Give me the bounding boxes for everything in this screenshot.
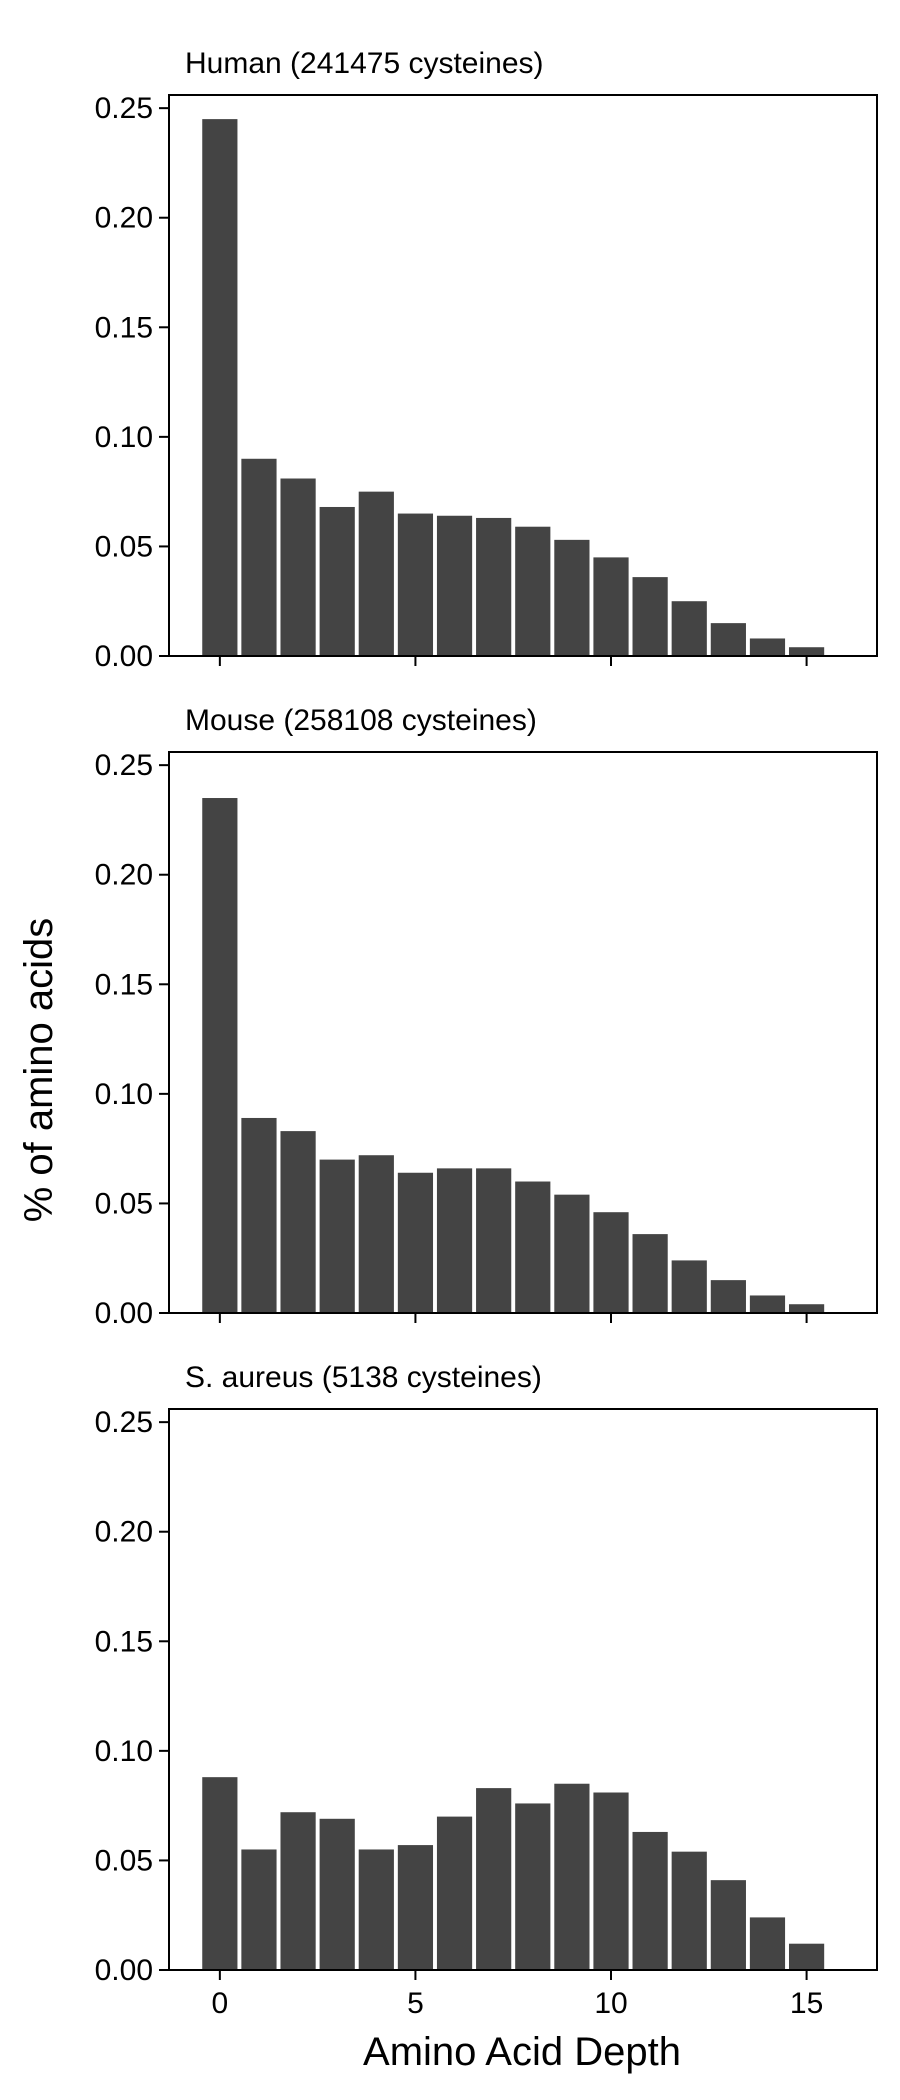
- bar: [632, 1234, 668, 1313]
- plot-frame: [168, 94, 878, 657]
- y-tick-label: 0.10: [95, 1735, 153, 1768]
- bar: [358, 1155, 394, 1313]
- bar: [436, 1816, 473, 1970]
- bar: [397, 1172, 434, 1313]
- y-axis-label: % of amino acids: [17, 918, 61, 1223]
- bar: [749, 1295, 786, 1313]
- plot-frame: [168, 751, 878, 1314]
- bar: [280, 1131, 316, 1313]
- bar: [202, 1777, 238, 1970]
- plot-frame: [168, 1408, 878, 1971]
- bar: [632, 577, 668, 656]
- bar: [476, 1788, 512, 1970]
- y-tick-label: 0.15: [95, 1625, 153, 1658]
- y-tick-label: 0.00: [95, 640, 153, 673]
- x-tick-label: 15: [790, 1987, 823, 2020]
- y-tick-label: 0.20: [95, 1516, 153, 1549]
- y-tick-label: 0.05: [95, 1187, 153, 1220]
- bar: [241, 1849, 277, 1970]
- panel-title: Human (241475 cysteines): [185, 47, 544, 80]
- bar: [436, 515, 473, 656]
- panel-0: Human (241475 cysteines) 0.00 0.05 0.10 0.15…: [95, 47, 878, 673]
- bar: [710, 1880, 746, 1970]
- x-tick-label: 0: [212, 1987, 229, 2020]
- y-tick-label: 0.25: [95, 92, 153, 125]
- bar: [358, 1849, 394, 1970]
- x-tick-label: 10: [594, 1987, 627, 2020]
- bar: [319, 1159, 355, 1313]
- bar: [202, 798, 238, 1313]
- y-tick-label: 0.05: [95, 1844, 153, 1877]
- bar: [515, 1181, 551, 1313]
- y-tick-label: 0.10: [95, 1078, 153, 1111]
- x-tick-label: 5: [407, 1987, 424, 2020]
- bar: [515, 1803, 551, 1970]
- y-tick-label: 0.00: [95, 1954, 153, 1987]
- bar: [710, 623, 746, 656]
- bar: [749, 638, 786, 656]
- y-tick-label: 0.20: [95, 202, 153, 235]
- bar: [593, 1792, 629, 1970]
- bar: [397, 513, 434, 656]
- bar: [671, 1260, 707, 1313]
- bar: [749, 1917, 786, 1970]
- bar: [476, 517, 512, 656]
- bar: [671, 1851, 707, 1970]
- chart-panels: Human (241475 cysteines) 0.00 0.05 0.10 0.15…: [95, 47, 878, 2020]
- bar: [280, 1812, 316, 1970]
- bar: [476, 1168, 512, 1313]
- panel-title: Mouse (258108 cysteines): [185, 704, 537, 737]
- panel-2: S. aureus (5138 cysteines) 0.00 0.05 0.10 0.…: [95, 1361, 878, 2020]
- bar: [554, 1783, 590, 1970]
- bar: [358, 491, 394, 656]
- y-tick-label: 0.25: [95, 749, 153, 782]
- bar: [671, 601, 707, 656]
- bar: [593, 557, 629, 656]
- y-tick-label: 0.00: [95, 1297, 153, 1330]
- bar: [593, 1212, 629, 1313]
- bar: [241, 458, 277, 656]
- panel-title: S. aureus (5138 cysteines): [185, 1361, 542, 1394]
- bar: [319, 506, 355, 656]
- bar: [202, 119, 238, 657]
- bar: [788, 1304, 825, 1313]
- bar: [319, 1818, 355, 1970]
- bar: [632, 1831, 668, 1970]
- bar: [397, 1845, 434, 1970]
- y-tick-label: 0.15: [95, 968, 153, 1001]
- bar: [436, 1168, 473, 1313]
- bar: [788, 647, 825, 656]
- bar: [515, 526, 551, 656]
- bar: [554, 539, 590, 656]
- y-tick-label: 0.10: [95, 421, 153, 454]
- bar: [280, 478, 316, 656]
- bar: [241, 1117, 277, 1313]
- y-tick-label: 0.25: [95, 1406, 153, 1439]
- x-axis-label: Amino Acid Depth: [363, 2030, 681, 2074]
- bar: [710, 1280, 746, 1313]
- y-tick-label: 0.05: [95, 530, 153, 563]
- bar: [554, 1194, 590, 1313]
- panel-1: Mouse (258108 cysteines) 0.00 0.05 0.10 0.15…: [95, 704, 878, 1330]
- y-tick-label: 0.20: [95, 859, 153, 892]
- bar: [788, 1943, 825, 1970]
- y-tick-label: 0.15: [95, 311, 153, 344]
